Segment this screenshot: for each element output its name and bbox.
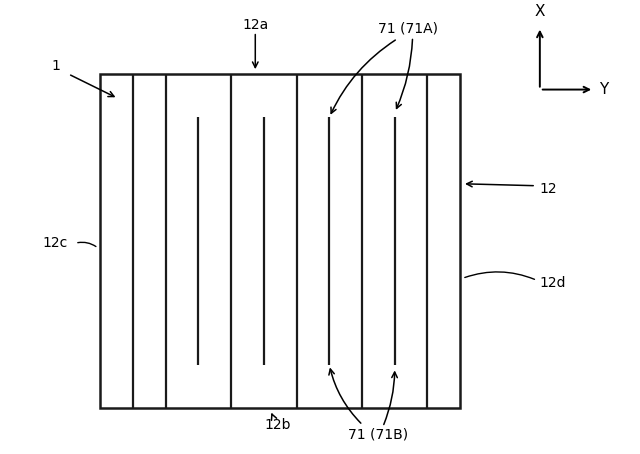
- Text: 12b: 12b: [265, 418, 291, 432]
- Text: X: X: [534, 4, 545, 19]
- Text: 71 (71A): 71 (71A): [378, 22, 438, 36]
- Text: 1: 1: [52, 59, 61, 73]
- Text: 12d: 12d: [539, 276, 566, 291]
- Text: Y: Y: [599, 82, 608, 97]
- Text: 12a: 12a: [242, 18, 268, 32]
- Bar: [100, 74, 460, 408]
- Text: 71 (71B): 71 (71B): [348, 428, 408, 442]
- Text: 12c: 12c: [42, 236, 68, 250]
- Text: 12: 12: [539, 182, 557, 196]
